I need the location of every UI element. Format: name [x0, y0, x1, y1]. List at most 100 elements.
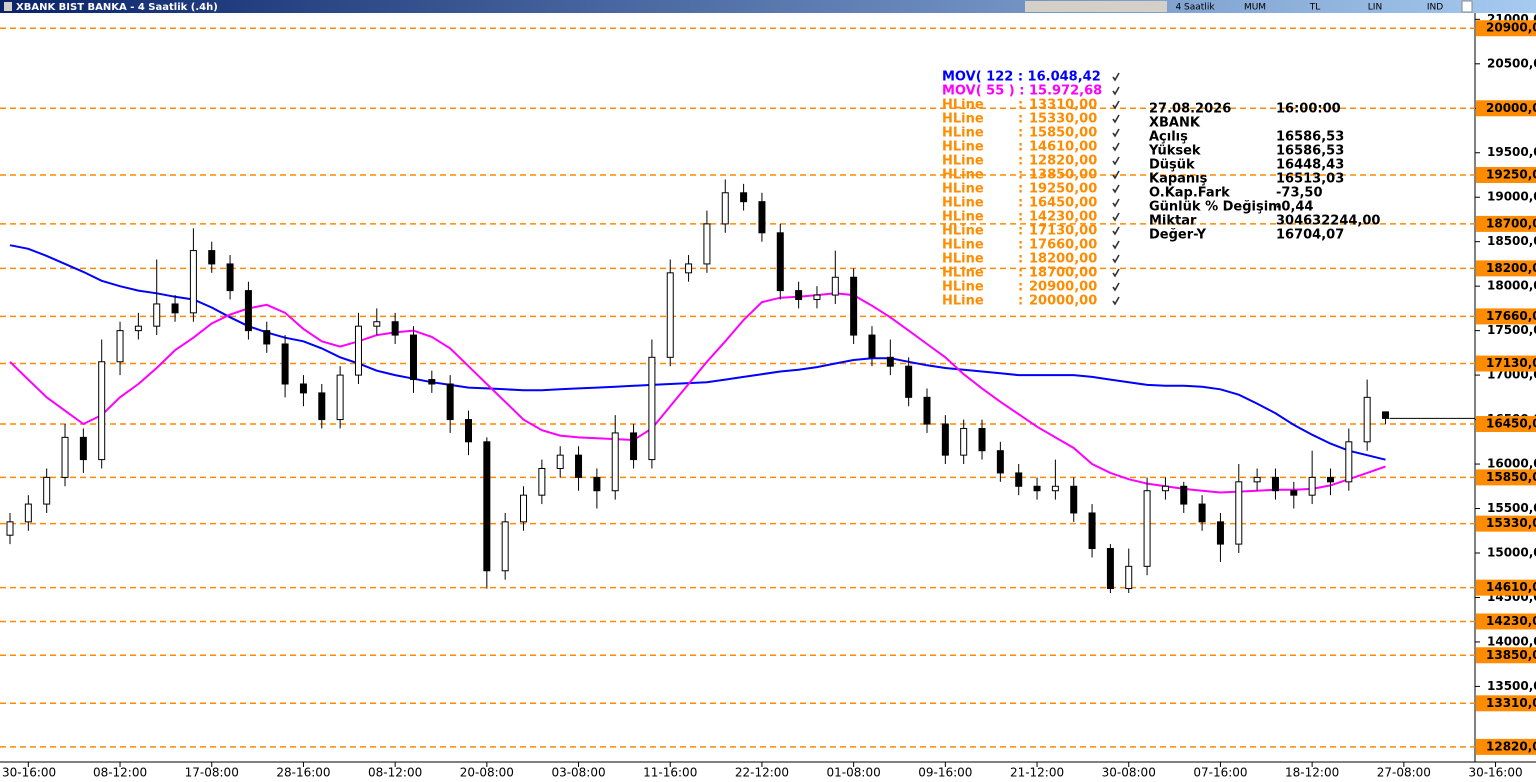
- candle-body: [318, 392, 326, 421]
- toolbar-button[interactable]: 4 Saatlik: [1175, 3, 1215, 13]
- visibility-check[interactable]: [1112, 156, 1120, 166]
- candle-body: [391, 321, 399, 336]
- legend-separator: :: [1018, 294, 1023, 309]
- hline-label-box: [1476, 166, 1536, 183]
- candle-body: [263, 330, 271, 345]
- visibility-check[interactable]: [1112, 212, 1120, 222]
- visibility-check[interactable]: [1112, 282, 1120, 292]
- legend-entry: HLine: [942, 182, 984, 197]
- visibility-check[interactable]: [1112, 170, 1120, 180]
- y-tick-label: 13500,00: [1487, 679, 1536, 693]
- candle-body: [960, 427, 968, 456]
- info-date: 27.08.2026: [1149, 102, 1231, 117]
- candle-body: [501, 521, 509, 572]
- legend-entry: HLine: [942, 280, 984, 295]
- x-tick-label: 30-16:00: [1468, 766, 1522, 780]
- legend-separator: :: [1018, 126, 1023, 141]
- candle-body: [1143, 490, 1151, 567]
- candle-body: [1216, 521, 1224, 545]
- hline-label: 13310,00: [1486, 696, 1536, 710]
- hline-label-box: [1476, 355, 1536, 372]
- hline-label: 17660,00: [1486, 309, 1536, 323]
- legend-entry: HLine: [942, 140, 984, 155]
- candle-body: [593, 476, 601, 492]
- candle-body: [1235, 481, 1243, 545]
- candle-body: [1106, 548, 1114, 590]
- candle-body: [465, 419, 472, 443]
- x-tick-label: 07-16:00: [1193, 766, 1247, 780]
- visibility-check[interactable]: [1112, 142, 1120, 152]
- x-tick-label: 11-16:00: [643, 766, 697, 780]
- x-tick-label: 08-12:00: [368, 766, 422, 780]
- info-label: O.Kap.Fark: [1149, 186, 1230, 201]
- visibility-check[interactable]: [1112, 254, 1120, 264]
- candle-body: [1290, 490, 1298, 496]
- visibility-check[interactable]: [1112, 86, 1120, 96]
- candle-body: [299, 383, 307, 394]
- visibility-check[interactable]: [1112, 100, 1120, 110]
- y-tick-label: 18500,00: [1487, 234, 1536, 248]
- hline-label-box: [1476, 579, 1536, 596]
- candle-body: [923, 396, 931, 425]
- hline-label-box: [1476, 695, 1536, 712]
- legend-separator: :: [1018, 280, 1023, 295]
- info-label: Düşük: [1149, 158, 1195, 173]
- visibility-check[interactable]: [1112, 184, 1120, 194]
- hline-label-box: [1476, 738, 1536, 755]
- candle-body: [575, 454, 583, 478]
- candle-body: [813, 294, 821, 301]
- legend-entry: HLine: [942, 98, 984, 113]
- menu-button[interactable]: [1461, 0, 1473, 13]
- hline-label-box: [1476, 215, 1536, 232]
- visibility-check[interactable]: [1112, 268, 1120, 278]
- toolbar-button[interactable]: IND: [1427, 3, 1443, 13]
- legend-value: 13310,00: [1029, 98, 1097, 113]
- legend-value: 13850,00: [1029, 168, 1097, 183]
- candle-body: [905, 365, 913, 398]
- hline-label-box: [1476, 416, 1536, 433]
- hline-label-box: [1476, 308, 1536, 325]
- toolbar-icons[interactable]: [1025, 1, 1167, 12]
- candle-body: [703, 223, 711, 265]
- candle-body: [868, 334, 876, 358]
- candle-body: [208, 250, 216, 265]
- candle-body: [941, 423, 949, 456]
- candle-body: [1326, 476, 1334, 483]
- legend-entry: HLine: [942, 196, 984, 211]
- title-bar: [0, 0, 1536, 13]
- legend-entry: HLine: [942, 224, 984, 239]
- legend-entry: HLine: [942, 112, 984, 127]
- legend-value: 18700,00: [1029, 266, 1097, 281]
- toolbar-button[interactable]: TL: [1309, 3, 1321, 13]
- visibility-check[interactable]: [1112, 198, 1120, 208]
- candle-body: [98, 361, 106, 461]
- hline-label: 14230,00: [1486, 614, 1536, 628]
- legend-separator: :: [1018, 238, 1023, 253]
- visibility-check[interactable]: [1112, 226, 1120, 236]
- candle-body: [886, 356, 894, 367]
- info-value: -0,44: [1276, 200, 1313, 215]
- legend-entry: HLine: [942, 252, 984, 267]
- hline-label-box: [1476, 20, 1536, 37]
- hline-label-box: [1476, 647, 1536, 664]
- candle-body: [556, 454, 564, 469]
- visibility-check[interactable]: [1112, 296, 1120, 306]
- visibility-check[interactable]: [1112, 72, 1120, 82]
- candle-body: [1033, 485, 1041, 492]
- candle-body: [43, 476, 51, 505]
- legend-entry: HLine: [942, 294, 984, 309]
- x-tick-label: 30-16:00: [2, 766, 56, 780]
- hline-label: 13850,00: [1486, 648, 1536, 662]
- visibility-check[interactable]: [1112, 114, 1120, 124]
- candle-body: [1088, 512, 1096, 550]
- visibility-check[interactable]: [1112, 240, 1120, 250]
- candle-body: [611, 432, 619, 492]
- toolbar-button[interactable]: LIN: [1368, 3, 1382, 13]
- visibility-check[interactable]: [1112, 128, 1120, 138]
- legend-separator: :: [1018, 210, 1023, 225]
- hline-label: 20000,00: [1486, 101, 1536, 115]
- candle-body: [978, 427, 986, 452]
- candle-body: [6, 521, 14, 536]
- toolbar-button[interactable]: MUM: [1244, 3, 1266, 13]
- legend-value: 15330,00: [1029, 112, 1097, 127]
